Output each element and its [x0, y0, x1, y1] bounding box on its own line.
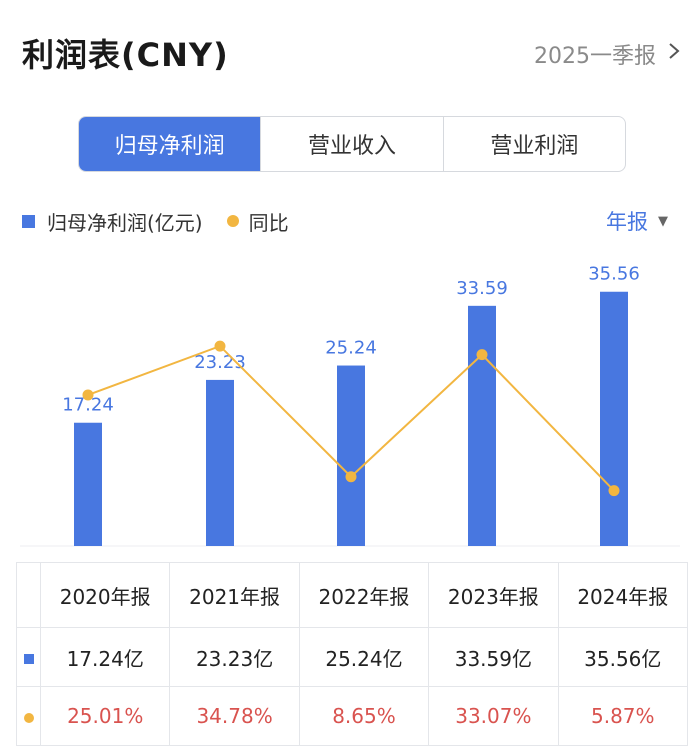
table-corner	[16, 562, 41, 628]
table-header-cell: 2023年报	[428, 562, 559, 628]
table-cell: 8.65%	[298, 686, 430, 746]
report-type-select[interactable]: 年报 ▼	[606, 206, 668, 236]
row-marker-dot	[16, 686, 41, 746]
metric-tabs: 归母净利润 营业收入 营业利润	[78, 116, 626, 172]
line-legend-marker	[226, 215, 239, 227]
line-row-marker	[23, 713, 34, 723]
data-table: 2020年报 2021年报 2022年报 2023年报 2024年报 17.24…	[16, 562, 689, 746]
table-header-cell: 2020年报	[39, 562, 171, 628]
bar-value-label: 35.56	[588, 264, 640, 285]
line-legend-label: 同比	[248, 210, 289, 235]
table-cell: 35.56亿	[557, 627, 689, 687]
bar-value-label: 33.59	[456, 278, 508, 299]
report-type-label: 年报	[606, 210, 648, 234]
table-cell: 5.87%	[557, 686, 689, 746]
yoy-point	[608, 485, 620, 497]
table-cell: 17.24亿	[39, 627, 171, 687]
table-cell: 25.01%	[39, 686, 171, 746]
period-selector[interactable]: 2025一季报	[534, 44, 656, 69]
table-header-cell: 2021年报	[169, 562, 300, 628]
table-cell: 33.59亿	[428, 627, 559, 687]
table-row-profit: 17.24亿 23.23亿 25.24亿 33.59亿 35.56亿	[16, 627, 689, 687]
yoy-point	[214, 340, 226, 352]
header: 利润表(CNY) 2025一季报	[0, 0, 700, 100]
bar-legend-marker	[22, 214, 35, 228]
bar	[600, 291, 628, 546]
profit-chart: 17.24 23.23 25.24 33.59 35.56	[20, 264, 680, 547]
bar-legend-label: 归母净利润(亿元)	[47, 210, 203, 235]
chart-legend: 归母净利润(亿元) 同比	[22, 206, 289, 236]
bar	[74, 422, 102, 546]
table-header-row: 2020年报 2021年报 2022年报 2023年报 2024年报	[16, 562, 689, 628]
bar	[337, 365, 365, 546]
table-cell: 34.78%	[169, 686, 300, 746]
bar-value-label: 23.23	[194, 352, 246, 373]
bar-value-label: 17.24	[62, 395, 114, 416]
page-title: 利润表(CNY)	[22, 36, 229, 74]
tab-operating-profit[interactable]: 营业利润	[442, 117, 625, 171]
tab-revenue[interactable]: 营业收入	[260, 117, 442, 171]
yoy-point	[82, 389, 94, 401]
row-marker-square	[16, 627, 41, 687]
bar	[206, 379, 234, 546]
yoy-point	[345, 471, 357, 483]
bar-value-label: 25.24	[325, 338, 377, 359]
table-header-cell: 2022年报	[298, 562, 430, 628]
bar	[468, 305, 496, 546]
table-cell: 33.07%	[428, 686, 559, 746]
tab-net-profit[interactable]: 归母净利润	[79, 117, 261, 171]
caret-down-icon: ▼	[658, 213, 668, 229]
table-cell: 23.23亿	[169, 627, 300, 687]
bar-row-marker	[23, 654, 34, 664]
table-row-yoy: 25.01% 34.78% 8.65% 33.07% 5.87%	[16, 686, 689, 746]
yoy-point	[476, 349, 488, 361]
table-cell: 25.24亿	[298, 627, 430, 687]
table-header-cell: 2024年报	[557, 562, 689, 628]
chevron-right-icon[interactable]	[664, 40, 684, 62]
